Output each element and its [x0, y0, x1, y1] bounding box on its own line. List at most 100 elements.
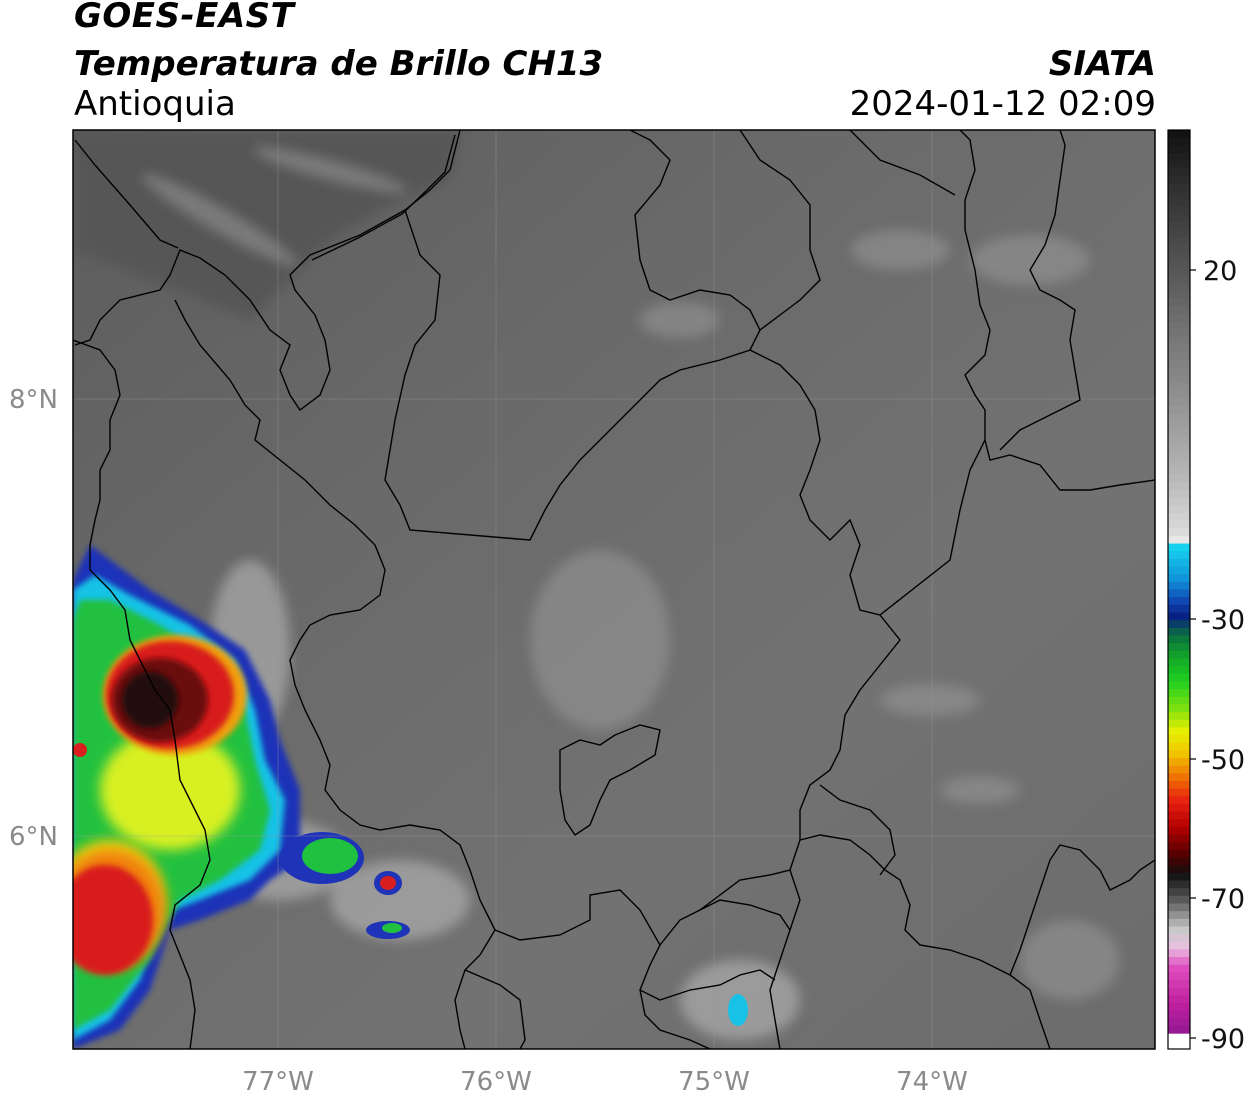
colorbar-band — [1168, 780, 1190, 790]
colorbar-bands — [1168, 130, 1190, 1050]
colorbar-band — [1168, 612, 1190, 621]
colorbar: 20 -30 -50 -70 -90 — [1167, 129, 1245, 1055]
colorbar-band — [1168, 689, 1190, 698]
colorbar-band — [1168, 880, 1190, 889]
colorbar-band — [1168, 160, 1190, 169]
colorbar-band — [1168, 528, 1190, 537]
colorbar-band — [1168, 191, 1190, 200]
colorbar-band — [1168, 719, 1190, 728]
colorbar-frame — [1167, 129, 1191, 1050]
colorbar-band — [1168, 819, 1190, 828]
colorbar-band — [1168, 995, 1190, 1004]
colorbar-band — [1168, 252, 1190, 261]
colorbar-band — [1168, 298, 1190, 307]
colorbar-band — [1168, 597, 1190, 606]
colorbar-band — [1168, 290, 1190, 300]
colorbar-band — [1168, 742, 1190, 751]
colorbar-band — [1168, 796, 1190, 805]
colorbar-band — [1168, 313, 1190, 323]
colorbar-band — [1168, 229, 1190, 238]
colorbar-band — [1168, 826, 1190, 836]
colorbar-band — [1168, 1026, 1190, 1035]
colorbar-band — [1168, 275, 1190, 284]
colorbar-band — [1168, 520, 1190, 529]
colorbar-band — [1168, 696, 1190, 705]
colorbar-band — [1168, 811, 1190, 820]
colorbar-band — [1168, 849, 1190, 859]
colorbar-band — [1168, 888, 1190, 897]
colorbar-band — [1168, 344, 1190, 353]
colorbar-band — [1168, 987, 1190, 996]
colorbar-band — [1168, 735, 1190, 744]
colorbar-band — [1168, 497, 1190, 506]
colorbar-band — [1168, 773, 1190, 782]
colorbar-band — [1168, 934, 1190, 943]
colorbar-band — [1168, 964, 1190, 974]
colorbar-band — [1168, 949, 1190, 958]
plot-frame — [72, 129, 1156, 1050]
colorbar-band — [1168, 757, 1190, 767]
colorbar-band — [1168, 957, 1190, 966]
colorbar-band — [1168, 535, 1190, 545]
lon-label-76w: 76°W — [460, 1067, 532, 1097]
colorbar-band — [1168, 152, 1190, 162]
colorbar-label-neg90: -90 — [1201, 1024, 1245, 1055]
colorbar-band — [1168, 865, 1190, 874]
colorbar-band — [1168, 658, 1190, 667]
colorbar-band — [1168, 221, 1190, 231]
colorbar-band — [1168, 666, 1190, 675]
colorbar-band — [1168, 558, 1190, 568]
colorbar-band — [1168, 137, 1190, 146]
colorbar-band — [1168, 581, 1190, 591]
colorbar-band — [1168, 627, 1190, 637]
colorbar-band — [1168, 512, 1190, 522]
lon-label-75w: 75°W — [678, 1067, 750, 1097]
satellite-title: GOES-EAST — [74, 0, 295, 36]
colorbar-band — [1168, 673, 1190, 682]
lon-label-77w: 77°W — [242, 1067, 314, 1097]
colorbar-band — [1168, 566, 1190, 575]
colorbar-band — [1168, 681, 1190, 690]
colorbar-band — [1168, 635, 1190, 644]
colorbar-band — [1168, 405, 1190, 414]
colorbar-band — [1168, 543, 1190, 552]
organization-label: SIATA — [1048, 44, 1156, 84]
colorbar-band — [1168, 336, 1190, 346]
colorbar-band — [1168, 704, 1190, 713]
colorbar-band — [1168, 428, 1190, 437]
latitude-labels: 8°N 6°N — [9, 385, 58, 852]
colorbar-band — [1168, 421, 1190, 430]
colorbar-band — [1168, 750, 1190, 759]
colorbar-band — [1168, 589, 1190, 598]
colorbar-band — [1168, 474, 1190, 483]
colorbar-band — [1168, 903, 1190, 912]
political-boundaries — [73, 130, 1155, 1049]
colorbar-band — [1168, 375, 1190, 384]
colorbar-band — [1168, 175, 1190, 185]
colorbar-band — [1168, 1033, 1190, 1042]
colorbar-band — [1168, 267, 1190, 277]
colorbar-band — [1168, 390, 1190, 399]
colorbar-band — [1168, 206, 1190, 215]
colorbar-band — [1168, 329, 1190, 338]
colorbar-band — [1168, 443, 1190, 453]
colorbar-band — [1168, 505, 1190, 514]
colorbar-band — [1168, 911, 1190, 920]
colorbar-band — [1168, 604, 1190, 614]
colorbar-band — [1168, 551, 1190, 560]
colorbar-band — [1168, 1041, 1190, 1050]
colorbar-band — [1168, 359, 1190, 369]
colorbar-band — [1168, 842, 1190, 851]
colorbar-band — [1168, 244, 1190, 254]
colorbar-band — [1168, 712, 1190, 721]
colorbar-band — [1168, 130, 1190, 139]
colorbar-band — [1168, 198, 1190, 208]
colorbar-band — [1168, 451, 1190, 460]
datetime-label: 2024-01-12 02:09 — [849, 84, 1156, 124]
colorbar-band — [1168, 803, 1190, 813]
longitude-labels: 77°W 76°W 75°W 74°W — [242, 1067, 968, 1097]
colorbar-band — [1168, 727, 1190, 736]
colorbar-band — [1168, 321, 1190, 330]
colorbar-band — [1168, 466, 1190, 476]
